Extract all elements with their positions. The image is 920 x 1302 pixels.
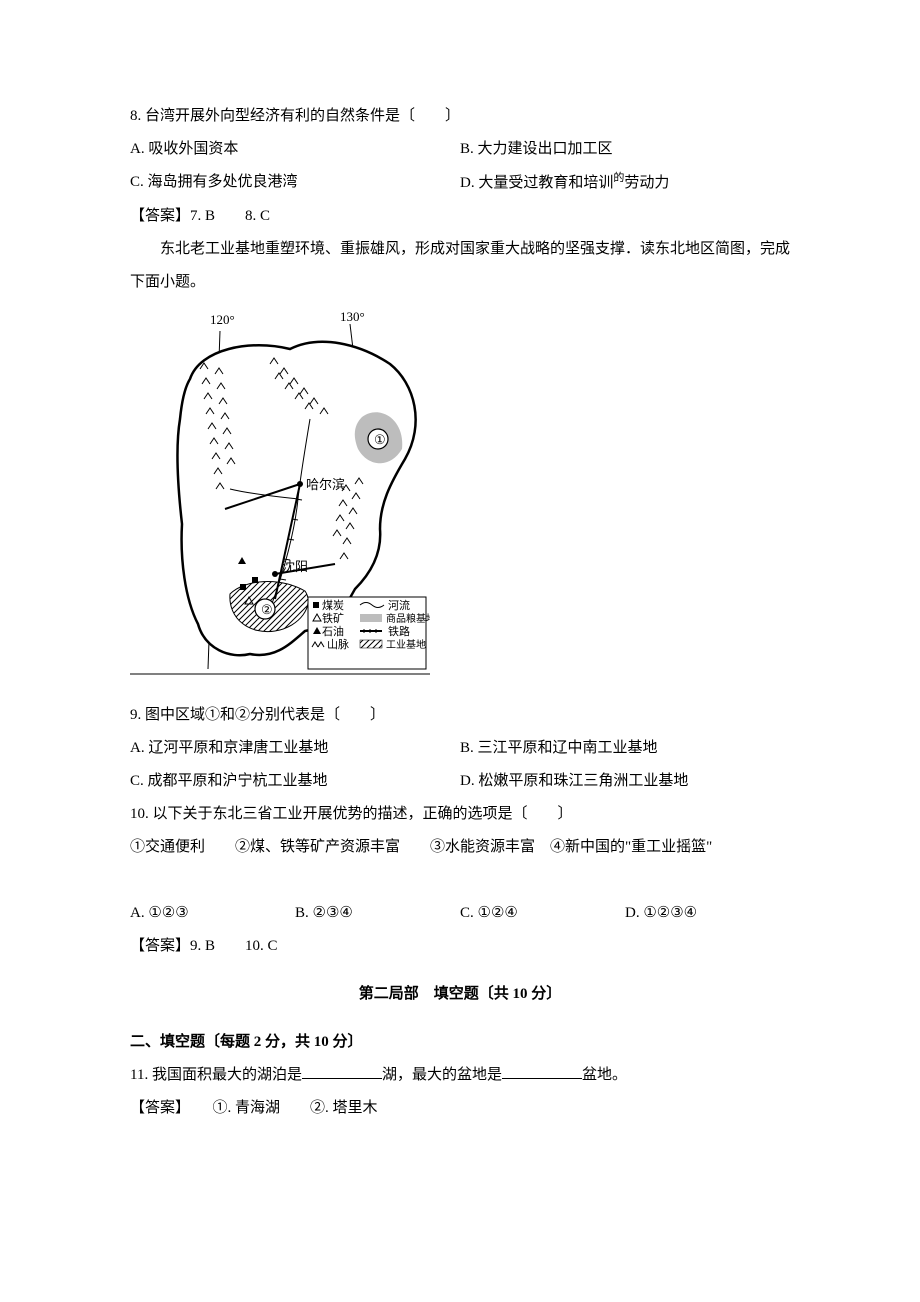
passage-northeast: 东北老工业基地重塑环境、重振雄风，形成对国家重大战略的坚强支撑．读东北地区简图，… (130, 233, 790, 299)
section2-sub: 二、填空题〔每题 2 分，共 10 分〕 (130, 1026, 790, 1059)
q8-options-row1: A. 吸收外国资本 B. 大力建设出口加工区 (130, 133, 790, 166)
legend-mtn: 山脉 (327, 637, 349, 651)
q8-options-row2: C. 海岛拥有多处优良港湾 D. 大量受过教育和培训的劳动力 (130, 166, 790, 200)
lon-130-label: 130° (340, 309, 365, 324)
q8-option-c: C. 海岛拥有多处优良港湾 (130, 166, 460, 200)
harbin-label: 哈尔滨 (306, 477, 345, 492)
q11-line: 11. 我国面积最大的湖泊是 湖，最大的盆地是 盆地。 (130, 1059, 790, 1092)
legend-iron: 铁矿 (322, 612, 344, 625)
map-marker-1: ① (374, 432, 386, 447)
q10-option-b: B. ②③④ (295, 897, 460, 930)
q11-mid: 湖，最大的盆地是 (382, 1067, 502, 1083)
map-svg: 120° 130° ① (130, 309, 430, 689)
shenyang-label: 沈阳 (282, 559, 308, 574)
answer-9-10: 【答案】9. B 10. C (130, 930, 790, 963)
section2-title: 第二局部 填空题〔共 10 分〕 (130, 978, 790, 1011)
q10-options-row: A. ①②③ B. ②③④ C. ①②④ D. ①②③④ (130, 897, 790, 930)
legend-river: 河流 (388, 598, 410, 612)
q10-stem: 10. 以下关于东北三省工业开展优势的描述，正确的选项是〔 〕 (130, 798, 790, 831)
q9-option-d: D. 松嫩平原和珠江三角洲工业基地 (460, 765, 790, 798)
q8-option-d-suffix: 劳动力 (624, 175, 669, 191)
q8-option-a: A. 吸收外国资本 (130, 133, 460, 166)
q9-options-row2: C. 成都平原和沪宁杭工业基地 D. 松嫩平原和珠江三角洲工业基地 (130, 765, 790, 798)
exam-page: 8. 台湾开展外向型经济有利的自然条件是〔 〕 A. 吸收外国资本 B. 大力建… (0, 0, 920, 1225)
q11-pre: 11. 我国面积最大的湖泊是 (130, 1067, 302, 1083)
q10-items: ①交通便利 ②煤、铁等矿产资源丰富 ③水能资源丰富 ④新中国的"重工业摇篮" (130, 831, 790, 864)
q8-option-d-sup: 的 (613, 172, 624, 184)
q8-option-d-prefix: D. 大量受过教育和培训 (460, 175, 613, 191)
northeast-map: 120° 130° ① (130, 309, 790, 689)
q9-option-a: A. 辽河平原和京津唐工业基地 (130, 732, 460, 765)
q9-option-b: B. 三江平原和辽中南工业基地 (460, 732, 790, 765)
answer-11: 【答案】 ①. 青海湖 ②. 塔里木 (130, 1092, 790, 1125)
legend-coal: 煤炭 (322, 599, 344, 612)
map-marker-2: ② (261, 602, 273, 617)
q11-post: 盆地。 (582, 1067, 627, 1083)
lon-120-label: 120° (210, 312, 235, 327)
q8-stem: 8. 台湾开展外向型经济有利的自然条件是〔 〕 (130, 100, 790, 133)
q10-spacer (130, 864, 790, 897)
q9-stem: 9. 图中区域①和②分别代表是〔 〕 (130, 699, 790, 732)
legend-rail: 铁路 (388, 625, 410, 638)
q8-option-b: B. 大力建设出口加工区 (460, 133, 790, 166)
legend-grain: 商品粮基地 (386, 612, 430, 625)
q8-option-d: D. 大量受过教育和培训的劳动力 (460, 166, 790, 200)
answer-7-8: 【答案】7. B 8. C (130, 200, 790, 233)
q10-option-c: C. ①②④ (460, 897, 625, 930)
q11-blank-2 (502, 1063, 582, 1079)
q11-blank-1 (302, 1063, 382, 1079)
q10-option-d: D. ①②③④ (625, 897, 790, 930)
q9-options-row1: A. 辽河平原和京津唐工业基地 B. 三江平原和辽中南工业基地 (130, 732, 790, 765)
q9-option-c: C. 成都平原和沪宁杭工业基地 (130, 765, 460, 798)
legend-ind: 工业基地 (386, 638, 426, 651)
legend-oil: 石油 (322, 624, 344, 638)
q10-option-a: A. ①②③ (130, 897, 295, 930)
